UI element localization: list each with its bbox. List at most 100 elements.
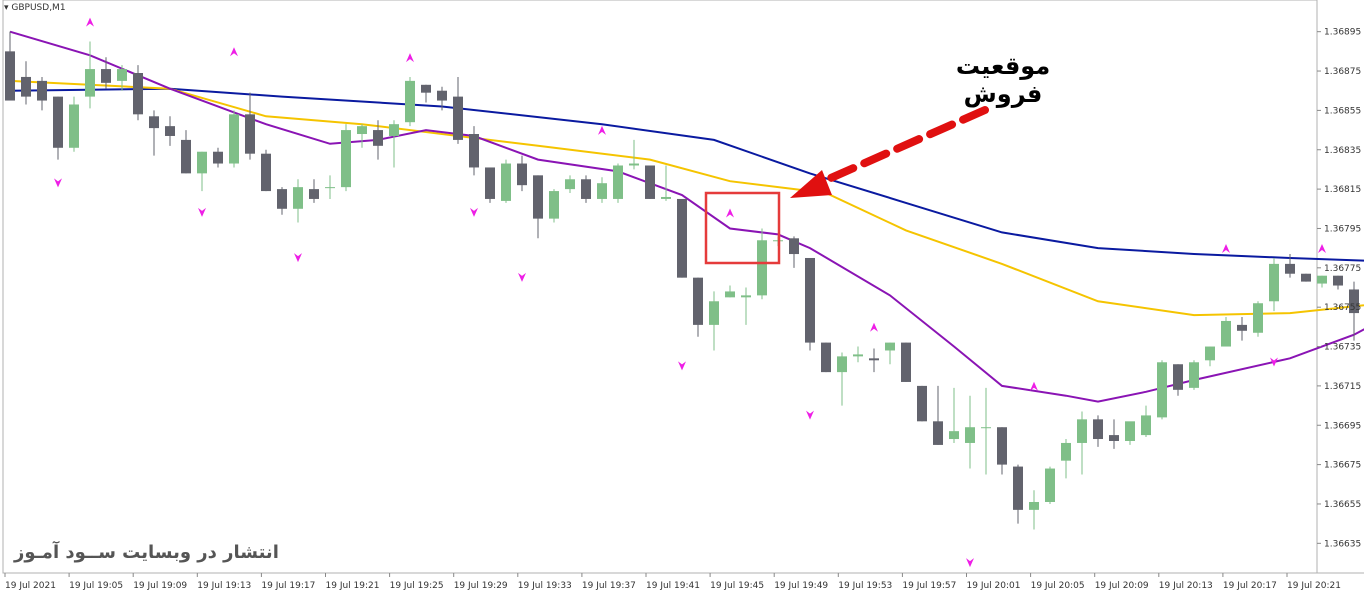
fractal-up-icon-8 bbox=[1318, 243, 1326, 253]
candle-body-76 bbox=[1221, 320, 1231, 347]
candle-body-39 bbox=[629, 163, 639, 166]
candle-body-47 bbox=[757, 240, 767, 296]
time-tick-label-16: 19 Jul 20:05 bbox=[1031, 581, 1085, 591]
candle-body-19 bbox=[309, 189, 319, 199]
fractal-up-icon-4 bbox=[726, 208, 734, 218]
time-tick-label-11: 19 Jul 19:45 bbox=[710, 581, 764, 591]
time-tick-label-20: 19 Jul 20:21 bbox=[1287, 581, 1341, 591]
candle-body-83 bbox=[1333, 275, 1343, 286]
price-tick-label-4: 1.36815 bbox=[1324, 185, 1361, 195]
time-tick-label-18: 19 Jul 20:13 bbox=[1159, 581, 1213, 591]
candle-body-42 bbox=[677, 198, 687, 278]
fractal-down-icon-4 bbox=[518, 272, 526, 282]
candle-body-49 bbox=[789, 238, 799, 255]
fractal-up-icon-6 bbox=[1030, 381, 1038, 391]
candle-body-51 bbox=[821, 342, 831, 373]
price-tick-label-5: 1.36795 bbox=[1324, 224, 1361, 234]
time-tick-label-6: 19 Jul 19:25 bbox=[390, 581, 444, 591]
ma-line-0 bbox=[9, 87, 1364, 262]
candle-body-34 bbox=[549, 191, 559, 219]
candle-body-50 bbox=[805, 257, 815, 343]
candle-body-4 bbox=[69, 104, 79, 148]
fractal-up-icon-3 bbox=[598, 125, 606, 135]
candle-body-43 bbox=[693, 277, 703, 325]
candle-body-44 bbox=[709, 301, 719, 325]
candle-body-82 bbox=[1317, 275, 1327, 284]
candle-body-79 bbox=[1269, 263, 1279, 302]
price-tick-label-6: 1.36775 bbox=[1324, 264, 1361, 274]
candle-body-8 bbox=[133, 73, 143, 115]
price-tick-label-8: 1.36735 bbox=[1324, 343, 1361, 353]
fractal-down-icon-8 bbox=[1270, 357, 1278, 367]
time-tick-label-15: 19 Jul 20:01 bbox=[967, 581, 1021, 591]
candle-body-23 bbox=[373, 130, 383, 146]
time-tick-label-7: 19 Jul 19:29 bbox=[454, 581, 508, 591]
sell-position-label: موقعیت فروش bbox=[955, 52, 1051, 108]
time-tick-label-1: 19 Jul 19:05 bbox=[69, 581, 123, 591]
candle-body-36 bbox=[581, 179, 591, 199]
candle-body-46 bbox=[741, 295, 751, 298]
time-tick-label-2: 19 Jul 19:09 bbox=[133, 581, 187, 591]
candle-body-31 bbox=[501, 163, 511, 201]
time-tick-label-3: 19 Jul 19:13 bbox=[197, 581, 251, 591]
candle-body-56 bbox=[901, 342, 911, 382]
candle-body-22 bbox=[357, 126, 367, 135]
price-tick-label-12: 1.36655 bbox=[1324, 500, 1361, 510]
fractal-up-icon-1 bbox=[230, 47, 238, 57]
candle-body-18 bbox=[293, 187, 303, 209]
sell-signal-box bbox=[704, 191, 781, 265]
candle-body-74 bbox=[1189, 362, 1199, 388]
candle-body-13 bbox=[213, 151, 223, 164]
candle-body-62 bbox=[997, 427, 1007, 465]
candle-body-40 bbox=[645, 165, 655, 199]
candle-body-11 bbox=[181, 139, 191, 174]
candle-body-37 bbox=[597, 183, 607, 199]
time-tick-label-13: 19 Jul 19:53 bbox=[838, 581, 892, 591]
candle-body-57 bbox=[917, 385, 927, 422]
candle-body-30 bbox=[485, 167, 495, 199]
candles bbox=[5, 31, 1359, 530]
fractal-up-icon-7 bbox=[1222, 243, 1230, 253]
candle-body-80 bbox=[1285, 263, 1295, 274]
candle-body-59 bbox=[949, 431, 959, 440]
candle-body-77 bbox=[1237, 324, 1247, 331]
candle-body-65 bbox=[1045, 468, 1055, 502]
candle-body-66 bbox=[1061, 442, 1071, 461]
fractal-down-icon-5 bbox=[678, 361, 686, 371]
candle-body-25 bbox=[405, 80, 415, 123]
fractal-down-icon-1 bbox=[198, 207, 206, 217]
candle-body-17 bbox=[277, 189, 287, 209]
sell-signal-arrow bbox=[811, 106, 989, 189]
candle-body-26 bbox=[421, 84, 431, 93]
candle-body-7 bbox=[117, 69, 127, 81]
price-axis-labels: 1.36895 1.36875 1.36855 1.36835 1.36815 1.367… bbox=[1317, 28, 1361, 549]
candle-body-45 bbox=[725, 291, 735, 298]
candle-body-69 bbox=[1109, 435, 1119, 441]
price-tick-label-1: 1.36875 bbox=[1324, 67, 1361, 77]
fractal-up-icon-0 bbox=[86, 17, 94, 27]
candle-body-12 bbox=[197, 151, 207, 174]
candle-body-0 bbox=[5, 51, 15, 101]
candle-body-1 bbox=[21, 76, 31, 97]
fractal-down-icon-7 bbox=[966, 558, 974, 568]
symbol-text: GBPUSD,M1 bbox=[11, 3, 66, 13]
candle-body-64 bbox=[1029, 501, 1039, 510]
candle-body-21 bbox=[341, 130, 351, 188]
candle-body-72 bbox=[1157, 362, 1167, 418]
chart-border bbox=[2, 0, 1318, 574]
candle-body-5 bbox=[85, 69, 95, 97]
fractal-down-icon-2 bbox=[294, 253, 302, 263]
candle-body-9 bbox=[149, 116, 159, 129]
time-tick-label-8: 19 Jul 19:33 bbox=[518, 581, 572, 591]
candle-body-58 bbox=[933, 421, 943, 445]
fractal-up-icon-2 bbox=[406, 53, 414, 63]
candle-body-29 bbox=[469, 134, 479, 168]
fractal-markers bbox=[54, 17, 1326, 568]
candle-body-81 bbox=[1301, 273, 1311, 282]
candle-body-28 bbox=[453, 96, 463, 140]
candle-body-15 bbox=[245, 114, 255, 154]
time-tick-label-5: 19 Jul 19:21 bbox=[326, 581, 380, 591]
candle-body-41 bbox=[661, 196, 671, 199]
